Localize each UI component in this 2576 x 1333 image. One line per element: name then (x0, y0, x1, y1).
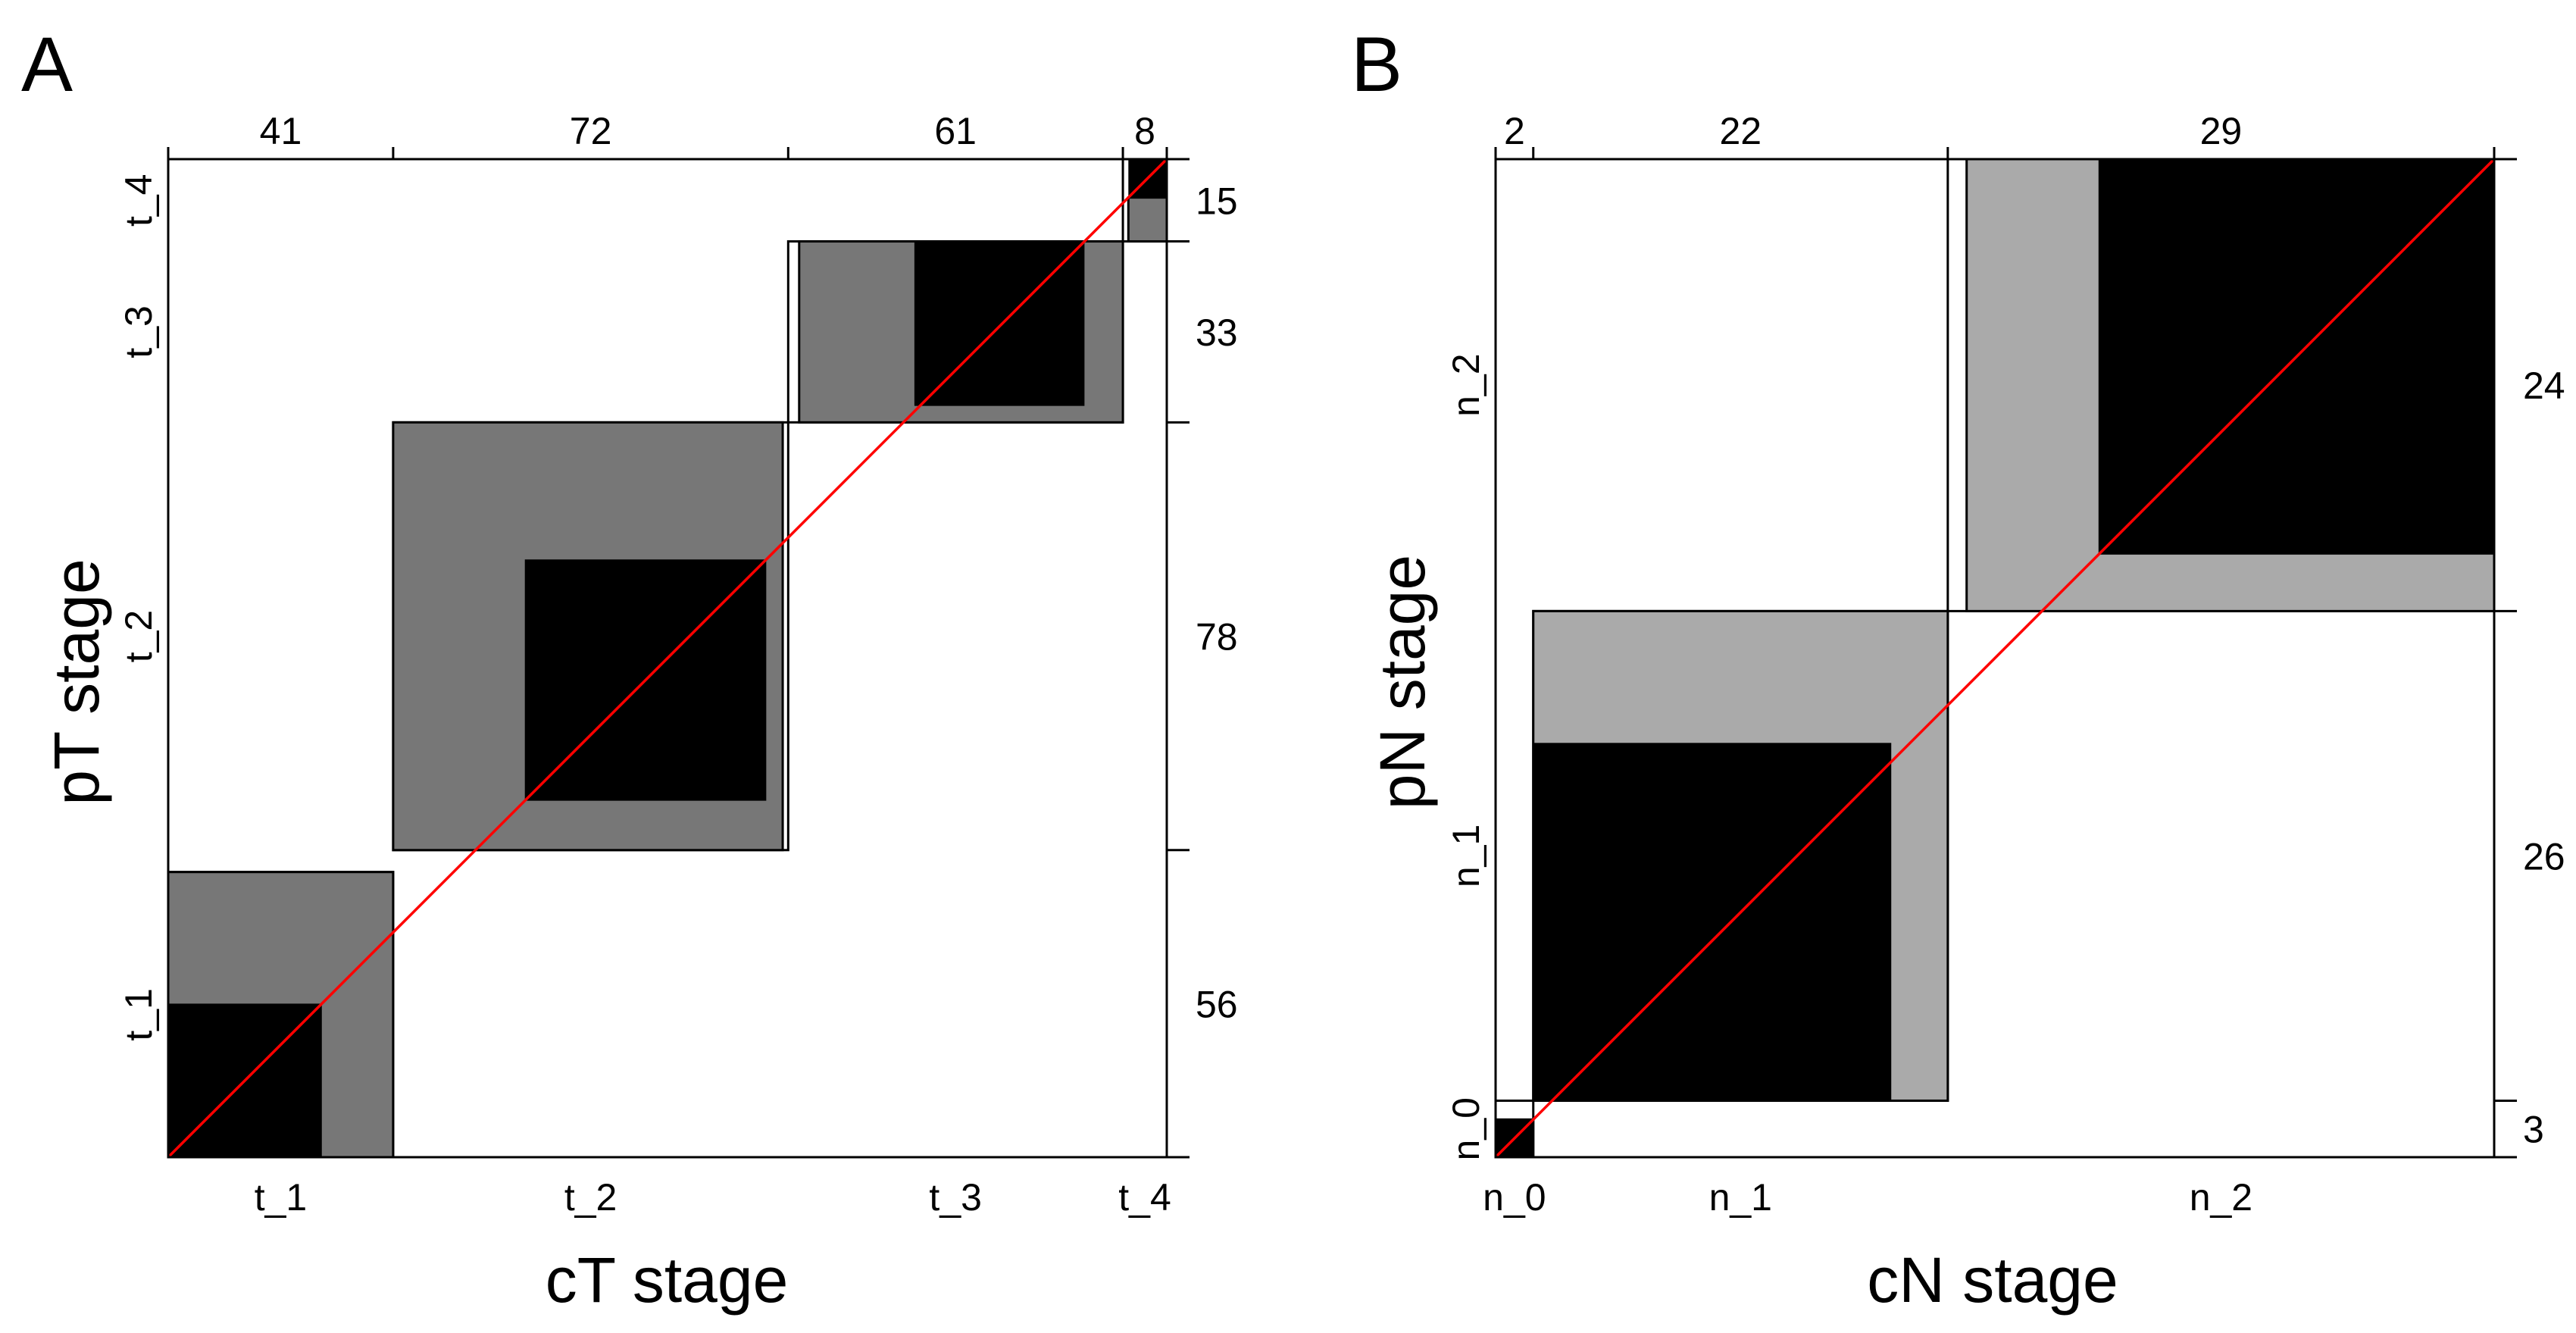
panel-a-y-tick-label-2: t_3 (117, 305, 160, 358)
panel-a-y-tick-label-0: t_1 (117, 988, 160, 1041)
panel-b-x-tick-label-1: n_1 (1709, 1176, 1772, 1219)
panel-b-col-total-0: 2 (1504, 110, 1525, 152)
panel-a-label: A (21, 21, 73, 108)
panel-a-row-total-3: 15 (1196, 180, 1238, 222)
panel-a-row-total-2: 33 (1196, 311, 1238, 354)
panel-a: A 41 72 61 8 56 78 33 15 t_1 t_2 t_3 t_4 t_1 t_2 t_3 t_… (21, 21, 1238, 1316)
panel-a-y-tick-label-3: t_4 (117, 174, 160, 227)
panel-a-col-total-3: 8 (1134, 110, 1155, 152)
panel-a-plot-area: 41 72 61 8 56 78 33 15 t_1 t_2 t_3 t_4 t_1 t_2 t_3 t_4 (117, 110, 1238, 1219)
panel-b-y-tick-label-1: n_1 (1445, 825, 1487, 887)
panel-a-col-total-1: 72 (570, 110, 612, 152)
panel-b-x-axis-title: cN stage (1867, 1244, 2118, 1316)
panel-a-x-axis-title: cT stage (546, 1244, 789, 1316)
panel-b-col-total-1: 22 (1719, 110, 1762, 152)
panel-b-diagonal-line (1494, 158, 2496, 1159)
panel-a-x-tick-label-2: t_3 (929, 1176, 982, 1219)
panel-b-exact-agreement-rect-n_1 (1533, 743, 1892, 1101)
panel-a-row-total-0: 56 (1196, 983, 1238, 1025)
panel-b-row-total-2: 24 (2523, 365, 2565, 407)
panel-b-row-total-1: 26 (2523, 835, 2565, 878)
panel-b-y-tick-label-2: n_2 (1445, 353, 1487, 416)
panel-a-y-axis-title: pT stage (41, 559, 112, 805)
panel-b-label: B (1351, 21, 1402, 108)
panel-b-y-tick-label-0: n_0 (1445, 1097, 1487, 1160)
panel-a-row-total-1: 78 (1196, 616, 1238, 659)
panel-b-x-tick-label-0: n_0 (1483, 1176, 1546, 1219)
panel-a-diagonal-line (167, 158, 1168, 1159)
panel-a-x-tick-label-1: t_2 (564, 1176, 617, 1219)
panel-a-col-total-0: 41 (260, 110, 302, 152)
panel-a-col-total-2: 61 (934, 110, 977, 152)
panel-b-y-axis-title: pN stage (1367, 555, 1438, 809)
panel-b-col-total-2: 29 (2200, 110, 2243, 152)
panel-a-partial-agreement-rect-t_4 (1127, 196, 1168, 243)
panel-b-x-tick-label-2: n_2 (2190, 1176, 2252, 1219)
panel-a-x-tick-label-3: t_4 (1118, 1176, 1171, 1219)
panel-a-y-tick-label-1: t_2 (117, 610, 160, 663)
panel-b-row-total-0: 3 (2523, 1109, 2544, 1151)
panel-a-x-tick-label-0: t_1 (255, 1176, 308, 1219)
